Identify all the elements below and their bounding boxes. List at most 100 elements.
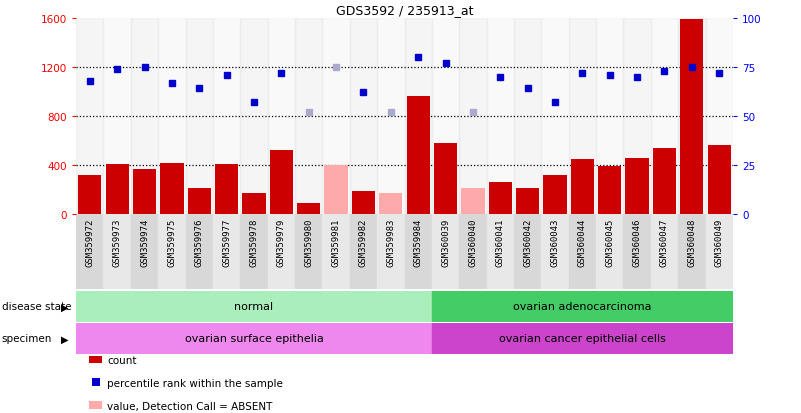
Text: ▶: ▶ (61, 301, 68, 312)
Text: GSM360041: GSM360041 (496, 218, 505, 267)
Bar (76, 323, 432, 354)
Text: GSM359972: GSM359972 (85, 218, 95, 267)
Legend: value, Detection Call = ABSENT: value, Detection Call = ABSENT (90, 401, 272, 411)
Bar (103, 215, 131, 289)
Text: GSM359974: GSM359974 (140, 218, 149, 267)
Bar (268, 215, 295, 289)
Bar (514, 215, 541, 289)
Text: GSM360042: GSM360042 (523, 218, 532, 267)
Bar (623, 215, 650, 289)
Text: GSM359978: GSM359978 (249, 218, 259, 267)
Bar (678, 19, 706, 215)
Bar (432, 323, 733, 354)
Bar (650, 19, 678, 215)
Bar (270, 151, 293, 215)
Bar (76, 291, 432, 322)
Bar (187, 189, 211, 215)
Text: GSM359975: GSM359975 (167, 218, 176, 267)
Bar (626, 158, 649, 215)
Bar (322, 19, 350, 215)
Text: GSM360049: GSM360049 (714, 218, 724, 267)
Bar (459, 19, 487, 215)
Bar (268, 19, 295, 215)
Text: GSM359977: GSM359977 (222, 218, 231, 267)
Text: GSM360045: GSM360045 (606, 218, 614, 267)
Bar (76, 215, 103, 289)
Bar (407, 97, 430, 215)
Text: normal: normal (235, 301, 274, 312)
Text: GSM360044: GSM360044 (578, 218, 587, 267)
Bar (543, 176, 566, 215)
Bar (678, 215, 706, 289)
Bar (596, 215, 623, 289)
Bar (377, 215, 405, 289)
Bar (295, 19, 322, 215)
Bar (213, 19, 240, 215)
Bar (706, 215, 733, 289)
Text: GSM360047: GSM360047 (660, 218, 669, 267)
Legend: count: count (90, 355, 136, 365)
Bar (432, 215, 459, 289)
Bar (322, 215, 350, 289)
Text: ▶: ▶ (61, 333, 68, 344)
Bar (432, 19, 459, 215)
Bar (186, 215, 213, 289)
Text: ovarian surface epithelia: ovarian surface epithelia (184, 333, 324, 344)
Title: GDS3592 / 235913_at: GDS3592 / 235913_at (336, 5, 473, 17)
Bar (78, 176, 102, 215)
Text: ovarian cancer epithelial cells: ovarian cancer epithelial cells (499, 333, 666, 344)
Bar (76, 19, 103, 215)
Text: GSM360039: GSM360039 (441, 218, 450, 267)
Bar (514, 19, 541, 215)
Text: GSM359984: GSM359984 (413, 218, 423, 267)
Bar (186, 19, 213, 215)
Text: GSM359980: GSM359980 (304, 218, 313, 267)
Bar (461, 189, 485, 215)
Bar (377, 19, 405, 215)
Bar (133, 169, 156, 215)
Bar (569, 215, 596, 289)
Bar (432, 291, 733, 322)
Bar (106, 164, 129, 215)
Bar (158, 215, 186, 289)
Bar (487, 19, 514, 215)
Bar (352, 192, 375, 215)
Bar (405, 19, 432, 215)
Bar (598, 167, 622, 215)
Text: GSM359973: GSM359973 (113, 218, 122, 267)
Bar (324, 166, 348, 215)
Bar (653, 149, 676, 215)
Bar (131, 215, 158, 289)
Bar (489, 183, 512, 215)
Bar (487, 215, 514, 289)
Text: ovarian adenocarcinoma: ovarian adenocarcinoma (513, 301, 652, 312)
Text: GSM359983: GSM359983 (386, 218, 396, 267)
Text: specimen: specimen (2, 333, 52, 344)
Bar (516, 189, 539, 215)
Bar (707, 146, 731, 215)
Bar (160, 163, 183, 215)
Bar (569, 19, 596, 215)
Text: GSM360040: GSM360040 (469, 218, 477, 267)
Bar (434, 144, 457, 215)
Legend: percentile rank within the sample: percentile rank within the sample (90, 378, 283, 388)
Text: GSM360043: GSM360043 (550, 218, 560, 267)
Bar (596, 19, 623, 215)
Text: GSM360046: GSM360046 (633, 218, 642, 267)
Bar (295, 215, 322, 289)
Bar (243, 194, 266, 215)
Bar (680, 20, 703, 215)
Bar (350, 215, 377, 289)
Bar (623, 19, 650, 215)
Bar (350, 19, 377, 215)
Bar (459, 215, 487, 289)
Bar (541, 215, 569, 289)
Bar (297, 204, 320, 215)
Bar (706, 19, 733, 215)
Bar (405, 215, 432, 289)
Text: GSM359976: GSM359976 (195, 218, 203, 267)
Bar (213, 215, 240, 289)
Bar (541, 19, 569, 215)
Text: GSM359981: GSM359981 (332, 218, 340, 267)
Bar (240, 19, 268, 215)
